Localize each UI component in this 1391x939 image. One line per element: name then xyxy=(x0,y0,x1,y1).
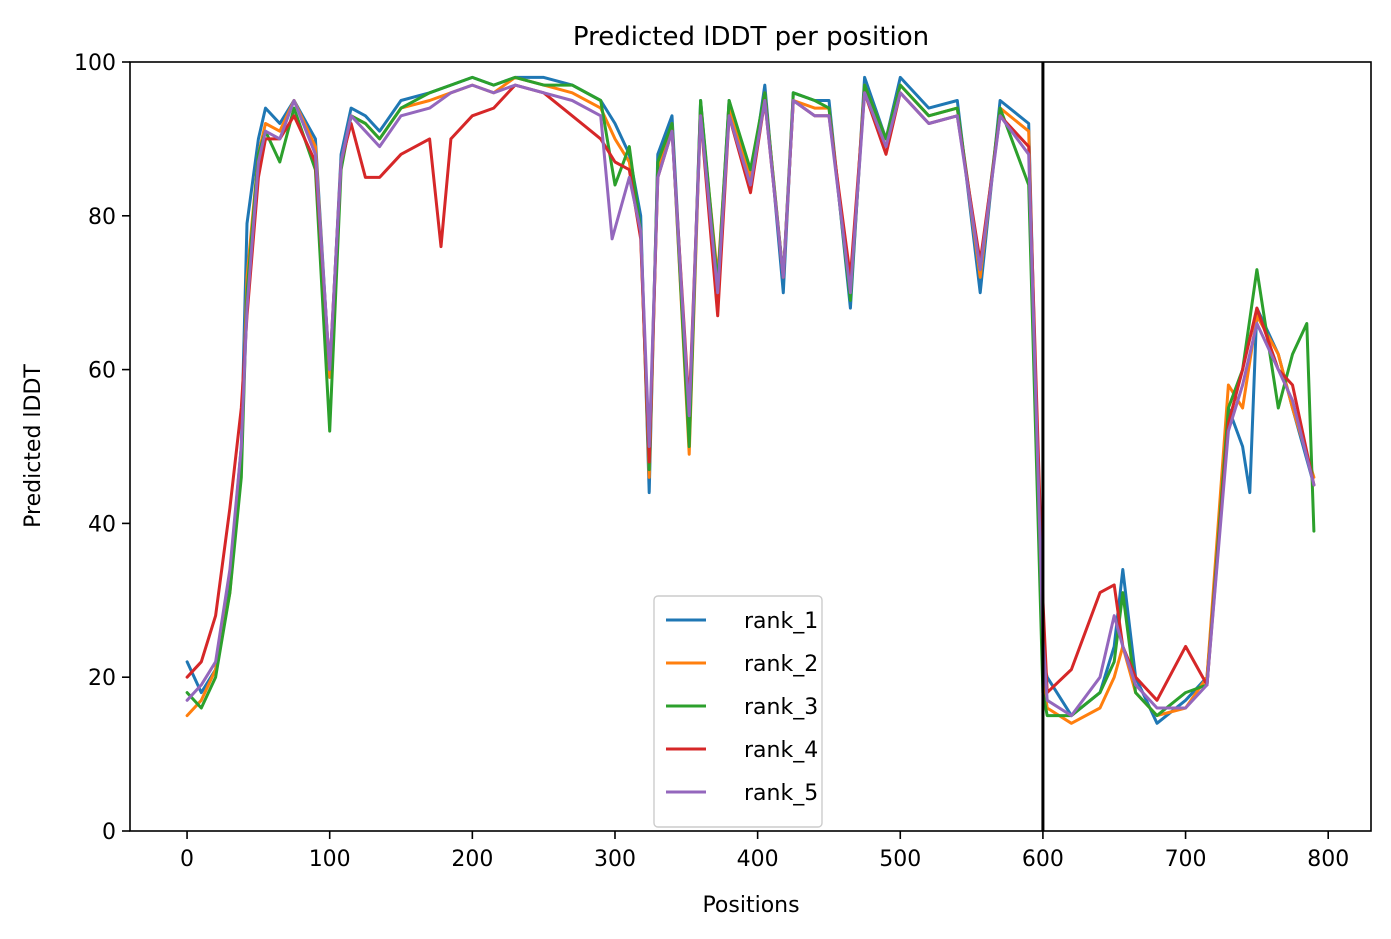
x-tick-label: 500 xyxy=(879,847,921,872)
legend-label: rank_4 xyxy=(744,738,818,763)
y-tick-label: 60 xyxy=(88,359,116,384)
plot-frame xyxy=(129,61,1372,832)
x-tick-label: 200 xyxy=(451,847,493,872)
x-tick-label: 600 xyxy=(1022,847,1064,872)
x-axis: 0 100 200 300 400 500 600 700 800 xyxy=(180,831,1349,872)
x-tick-label: 300 xyxy=(594,847,636,872)
legend-label: rank_3 xyxy=(744,695,818,720)
chart-title: Predicted lDDT per position xyxy=(573,22,929,52)
legend-label: rank_1 xyxy=(744,609,818,634)
y-tick-label: 0 xyxy=(102,820,116,845)
y-tick-label: 20 xyxy=(88,666,116,691)
x-axis-label: Positions xyxy=(702,893,799,918)
legend-label: rank_2 xyxy=(744,652,818,677)
legend: rank_1 rank_2 rank_3 rank_4 rank_5 xyxy=(653,595,823,828)
y-axis-label: Predicted lDDT xyxy=(21,364,46,528)
x-tick-label: 400 xyxy=(737,847,779,872)
y-tick-label: 100 xyxy=(74,51,116,76)
x-tick-label: 800 xyxy=(1307,847,1349,872)
series-layer xyxy=(185,75,1316,725)
y-axis: 0 20 40 60 80 100 xyxy=(74,51,130,845)
x-tick-label: 100 xyxy=(309,847,351,872)
series-line-rank-5 xyxy=(185,83,1316,718)
x-tick-label: 700 xyxy=(1165,847,1207,872)
legend-label: rank_5 xyxy=(744,781,818,806)
legend-box xyxy=(653,595,823,828)
y-tick-label: 40 xyxy=(88,512,116,537)
y-tick-label: 80 xyxy=(88,205,116,230)
x-tick-label: 0 xyxy=(180,847,194,872)
